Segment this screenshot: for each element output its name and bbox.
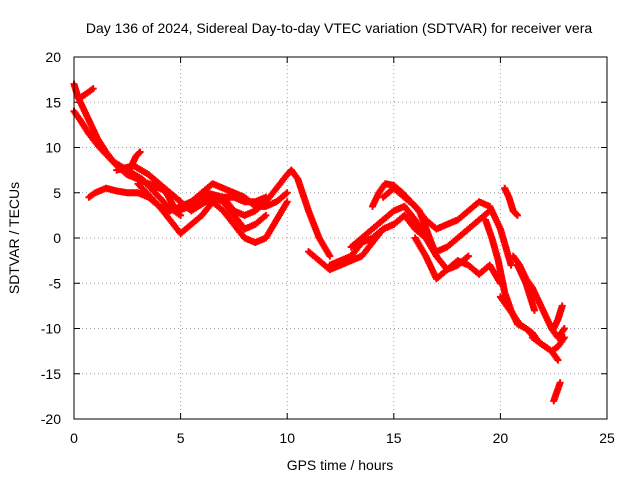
x-tick-label: 5 xyxy=(177,430,185,446)
data-point xyxy=(262,211,270,219)
y-axis-label: SDTVAR / TECUs xyxy=(6,182,22,294)
y-tick-label: 0 xyxy=(53,230,61,246)
data-point xyxy=(432,252,440,260)
y-tick-label: 15 xyxy=(45,94,61,110)
y-tick-label: -10 xyxy=(41,321,61,337)
y-tick-label: -5 xyxy=(49,275,62,291)
plot-frame xyxy=(73,56,608,420)
y-tick-label: 5 xyxy=(53,185,61,201)
data-point xyxy=(507,261,515,269)
grid-lines xyxy=(74,57,607,419)
x-tick-label: 10 xyxy=(279,430,295,446)
data-point xyxy=(283,189,291,197)
data-point xyxy=(136,148,144,156)
data-point xyxy=(554,356,562,364)
data-point xyxy=(558,302,566,310)
x-axis-label: GPS time / hours xyxy=(287,457,394,473)
tick-labels: 0 5 10 15 20 25 -20 -15 -10 -5 0 5 10 15 20 xyxy=(41,49,615,446)
data-point xyxy=(556,379,564,387)
axis-ticks xyxy=(73,56,608,420)
data-point xyxy=(560,325,568,332)
data-points xyxy=(70,80,568,405)
y-tick-label: 10 xyxy=(45,140,61,156)
data-point xyxy=(326,252,334,260)
data-point xyxy=(135,149,143,157)
data-point xyxy=(464,252,472,260)
y-tick-label: 20 xyxy=(45,49,61,65)
data-point xyxy=(531,306,539,314)
x-tick-label: 0 xyxy=(70,430,78,446)
data-point xyxy=(89,85,97,93)
y-tick-label: -15 xyxy=(41,366,61,382)
data-point xyxy=(283,198,291,206)
x-tick-label: 20 xyxy=(493,430,509,446)
x-tick-label: 15 xyxy=(386,430,402,446)
x-tick-label: 25 xyxy=(599,430,615,446)
data-point xyxy=(512,210,520,218)
data-point xyxy=(560,334,568,342)
chart-title: Day 136 of 2024, Sidereal Day-to-day VTE… xyxy=(86,20,592,36)
y-tick-label: -20 xyxy=(41,411,61,427)
data-point xyxy=(513,211,521,219)
